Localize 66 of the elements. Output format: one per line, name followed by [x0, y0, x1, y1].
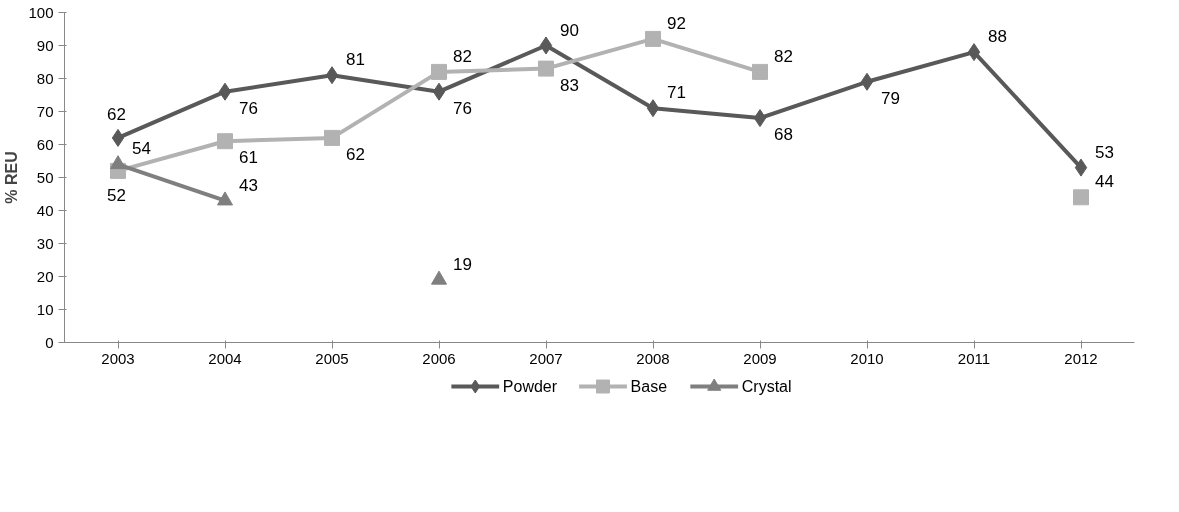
point: [218, 82, 232, 101]
legend-label: Powder: [502, 378, 558, 395]
data-label: 53: [1095, 142, 1114, 162]
data-label: 68: [774, 125, 793, 145]
y-tick-label: 100: [28, 3, 54, 21]
data-label: 82: [453, 46, 472, 66]
y-tick-label: 20: [36, 267, 54, 285]
data-label: 71: [667, 83, 686, 103]
y-tick-label: 90: [36, 36, 54, 54]
x-tick-label: 2003: [101, 349, 135, 367]
point: [1074, 158, 1088, 177]
data-label: 81: [346, 50, 365, 70]
point: [539, 36, 553, 55]
point: [538, 60, 554, 77]
data-label: 92: [667, 13, 686, 33]
point: [432, 82, 446, 101]
x-tick-label: 2010: [850, 349, 884, 367]
point: [431, 270, 447, 285]
data-label: 61: [239, 148, 258, 168]
point: [752, 63, 768, 80]
point: [645, 30, 661, 47]
data-label: 52: [107, 185, 126, 205]
y-tick-label: 40: [36, 201, 54, 219]
y-tick-label: 10: [36, 300, 54, 318]
data-label: 88: [988, 27, 1007, 47]
data-label: 19: [453, 254, 472, 274]
point: [324, 129, 340, 146]
data-label: 44: [1095, 172, 1114, 192]
x-tick-label: 2005: [315, 349, 349, 367]
data-label: 79: [881, 88, 900, 108]
y-tick-label: 30: [36, 234, 54, 252]
point: [646, 99, 660, 118]
point: [217, 191, 233, 206]
point: [217, 133, 233, 150]
point: [1073, 189, 1089, 206]
point: [111, 128, 125, 147]
data-label: 76: [453, 98, 472, 118]
data-label: 54: [132, 139, 151, 159]
point: [860, 72, 874, 91]
y-tick-label: 60: [36, 135, 54, 153]
x-tick-label: 2008: [636, 349, 670, 367]
data-label: 83: [560, 75, 579, 95]
x-tick-label: 2004: [208, 349, 242, 367]
data-label: 90: [560, 20, 579, 40]
point: [753, 109, 767, 128]
data-label: 82: [774, 46, 793, 66]
point: [325, 66, 339, 85]
x-tick-label: 2011: [957, 349, 991, 367]
y-tick-label: 70: [36, 102, 54, 120]
x-tick-label: 2012: [1064, 349, 1098, 367]
y-axis-title: % REU: [3, 151, 21, 204]
point: [431, 63, 447, 80]
x-tick-label: 2009: [743, 349, 777, 367]
x-tick-label: 2006: [422, 349, 456, 367]
data-label: 62: [346, 144, 365, 164]
legend-label: Crystal: [741, 378, 792, 395]
point: [967, 43, 981, 62]
y-tick-label: 80: [36, 69, 54, 87]
y-tick-label: 50: [36, 168, 54, 186]
x-tick-label: 2007: [529, 349, 563, 367]
legend-label: Base: [630, 378, 668, 395]
y-tick-label: 0: [45, 333, 54, 351]
point: [110, 155, 126, 170]
data-label: 43: [239, 175, 258, 195]
data-label: 76: [239, 98, 258, 118]
data-label: 62: [107, 104, 126, 124]
